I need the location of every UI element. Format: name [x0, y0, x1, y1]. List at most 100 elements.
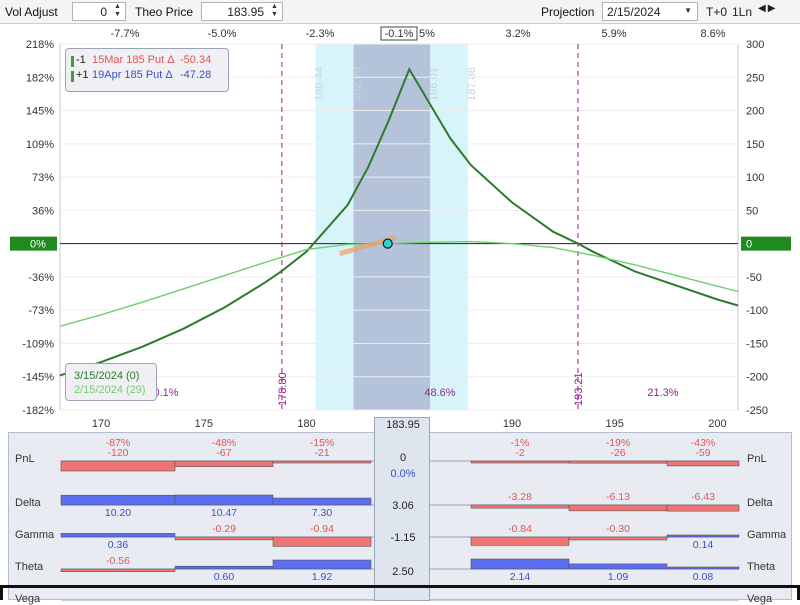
current-pct-box [380, 26, 418, 41]
greek-value: 10.47 [210, 507, 238, 519]
toolbar: Vol Adjust 0 ▲ ▼ Theo Price 183.95 ▲ ▼ Pro… [0, 0, 800, 24]
greek-value: -2 [515, 447, 525, 459]
current-price-header: 183.95 [386, 419, 420, 431]
risk-graph[interactable]: 180.44 182.29 186.01 187.86 218% 182% 145% 109%… [0, 24, 800, 432]
right-axis-tick: 200 [746, 106, 764, 118]
pnl-pct-value: -19% [605, 437, 631, 449]
greek-bar [666, 566, 740, 570]
row-label-right-gamma: Gamma [747, 529, 787, 541]
greek-bar [272, 497, 372, 506]
row-label-right-pnl: PnL [747, 453, 767, 465]
legend-position-row: +1 19Apr 185 Put Δ -47.28 [66, 69, 228, 84]
current-price-marker [382, 238, 393, 249]
center-gamma: -1.15 [390, 532, 416, 544]
greek-value: 1.92 [311, 571, 333, 583]
greeks-table: PnL PnL -120 -87% -67 -48% -21 -15% -2 -1% -26 -19%… [8, 417, 792, 605]
right-axis-tick: -250 [746, 405, 768, 417]
band-label: 180.44 [314, 67, 326, 101]
selection-highlight [0, 585, 800, 600]
greek-value: -59 [695, 447, 711, 459]
dates-legend: 3/15/2024 (0) 2/15/2024 (29) [65, 363, 157, 401]
projection-label: Projection [541, 5, 595, 19]
greek-bar [272, 460, 372, 464]
t-plus-label[interactable]: T+0 [706, 5, 728, 19]
left-axis-tick: 182% [26, 72, 54, 84]
legend-desc: 15Mar 185 Put Δ [92, 54, 175, 66]
row-label-delta: Delta [15, 497, 41, 509]
greek-bar [60, 460, 176, 472]
breakeven-label: 193.21 [573, 372, 585, 406]
greek-bar [60, 533, 176, 538]
spinner-arrows-icon[interactable]: ▲ ▼ [114, 3, 121, 18]
projection-date-picker[interactable]: 2/15/2024 ▼ [602, 2, 698, 21]
legend-desc: 19Apr 185 Put Δ [92, 69, 173, 81]
greek-bar [568, 563, 668, 570]
row-label-right-theta: Theta [747, 561, 776, 573]
lines-label[interactable]: 1Ln [732, 5, 753, 19]
zero-badge-left [10, 236, 57, 251]
chevron-down-icon[interactable]: ▼ [684, 6, 692, 15]
vol-adjust-value: 0 [100, 5, 107, 19]
breakeven-label: 178.80 [277, 372, 289, 406]
current-price-column[interactable]: 183.95 0 0.0% 3.06 -1.15 2.50 [374, 417, 430, 601]
greek-value: -67 [216, 447, 232, 459]
top-pct-label: -2.3% [306, 28, 335, 40]
right-axis-tick: -100 [746, 305, 768, 317]
right-axis-tick: -50 [746, 272, 762, 284]
left-axis-tick: 218% [26, 39, 54, 51]
greek-bar [568, 536, 668, 541]
top-pct-label: -7.7% [111, 28, 140, 40]
greek-bar [666, 534, 740, 538]
greek-value: 0.36 [107, 539, 129, 551]
greek-bar [666, 460, 740, 467]
greek-value: -0.56 [106, 555, 130, 567]
theo-price-spinner[interactable]: 183.95 ▲ ▼ [201, 2, 283, 21]
row-label-pnl: PnL [15, 453, 35, 465]
x-axis-tick: 180 [297, 418, 315, 430]
legend-qty: +1 [76, 69, 89, 81]
pnl-pct-value: -87% [105, 437, 131, 449]
left-axis-tick: -73% [28, 305, 54, 317]
greek-value: -120 [107, 447, 129, 459]
greek-bar [174, 460, 274, 467]
top-pct-label: 5% [419, 28, 435, 40]
std-dev-band-inner [353, 44, 431, 410]
prev-next-arrows-icon[interactable]: ◀▶ [758, 3, 778, 14]
zero-badge-right [741, 236, 791, 251]
current-pnl-curve [59, 240, 739, 327]
left-axis-tick: 109% [26, 139, 54, 151]
center-pnl-pct: 0.0% [390, 468, 416, 480]
top-pct-label: 5.9% [601, 28, 626, 40]
x-axis-tick: 190 [503, 418, 521, 430]
right-axis-tick: 100 [746, 172, 764, 184]
legend-position-row: -1 15Mar 185 Put Δ -50.34 [66, 54, 228, 69]
greek-value: -0.29 [212, 523, 236, 535]
legend-swatch [71, 56, 74, 67]
probability-label: 48.6% [424, 387, 455, 399]
greek-bar [568, 504, 668, 512]
projection-date-value: 2/15/2024 [607, 5, 661, 19]
greek-value: -0.94 [310, 523, 334, 535]
top-pct-label: -5.0% [208, 28, 237, 40]
center-theta: 2.50 [392, 566, 414, 578]
greek-value: 0.60 [213, 571, 235, 583]
vol-adjust-spinner[interactable]: 0 ▲ ▼ [72, 2, 126, 21]
spinner-arrows-icon[interactable]: ▲ ▼ [271, 3, 278, 18]
right-axis-tick: 150 [746, 139, 764, 151]
vol-adjust-label: Vol Adjust [5, 5, 58, 19]
greek-bar [272, 559, 372, 570]
pnl-pct-value: -1% [510, 437, 530, 449]
greek-bar [174, 565, 274, 570]
probability-label: 21.3% [647, 387, 678, 399]
greek-value: -26 [610, 447, 626, 459]
pnl-pct-value: -43% [690, 437, 716, 449]
top-pct-label: -0.1% [385, 28, 414, 40]
x-axis-tick: 170 [92, 418, 110, 430]
left-axis-tick: -109% [22, 338, 54, 350]
greek-bar [60, 568, 176, 572]
greek-bar [60, 494, 176, 506]
theo-price-label: Theo Price [135, 5, 194, 19]
greek-value: -21 [314, 447, 330, 459]
left-axis-tick: 145% [26, 106, 54, 118]
positions-legend: -1 15Mar 185 Put Δ -50.34 +1 19Apr 185 P… [65, 48, 229, 92]
